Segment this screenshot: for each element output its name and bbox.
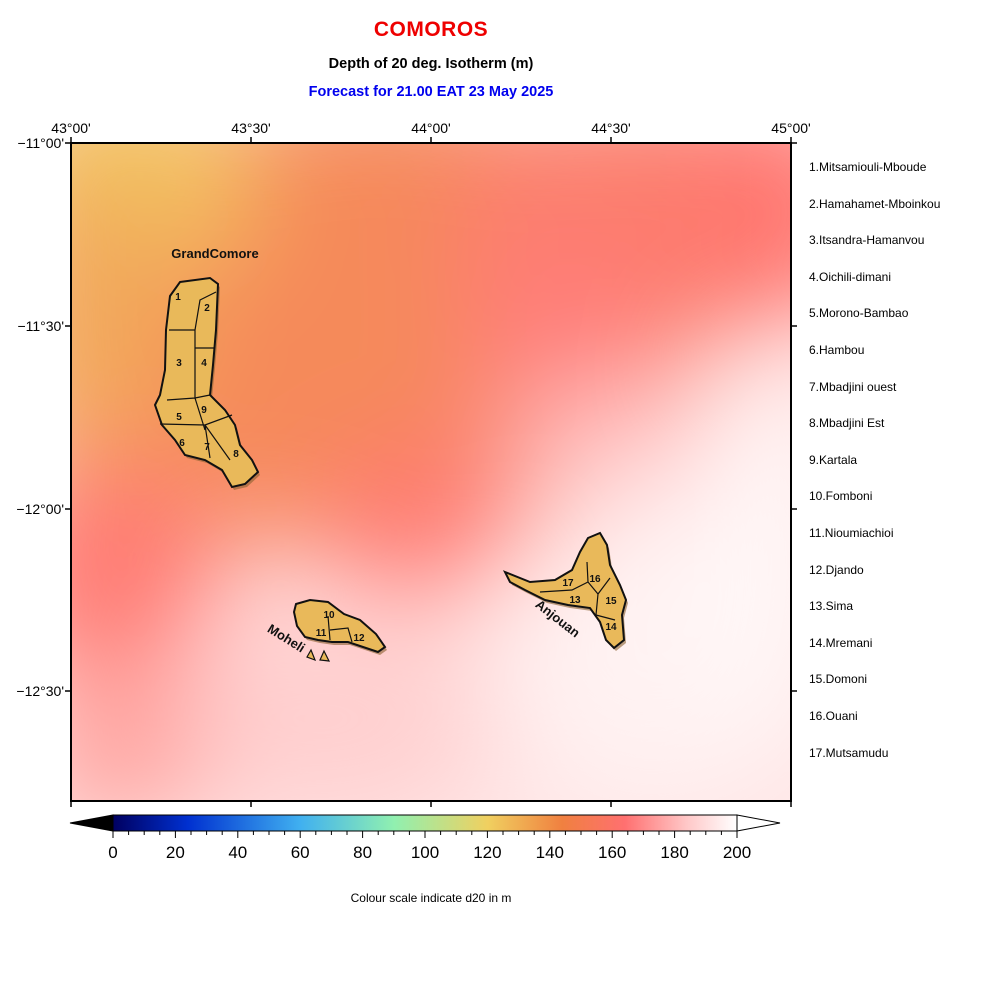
lon-label: 44°00' <box>411 120 451 136</box>
region-number: 1 <box>175 292 181 303</box>
anjouan-boundaries <box>539 561 616 621</box>
legend-item: 10.Fomboni <box>809 489 873 504</box>
island-anjouan <box>502 531 628 651</box>
colorbar-tick-label: 120 <box>473 843 502 862</box>
colorbar-tick-label: 0 <box>108 843 118 862</box>
legend-item: 5.Morono-Bambao <box>809 306 909 321</box>
legend-item: 17.Mutsamudu <box>809 745 889 760</box>
colorbar-underflow-outline <box>69 814 114 832</box>
colorbar <box>69 814 781 838</box>
lon-label: 43°30' <box>231 120 271 136</box>
region-number: 10 <box>323 610 335 621</box>
region-number: 5 <box>176 412 182 423</box>
island-grand-comore <box>153 276 260 490</box>
lat-label: −12°00' <box>16 501 64 517</box>
lon-label: 43°00' <box>51 120 91 136</box>
map-title: COMOROS <box>373 18 489 41</box>
legend-item: 7.Mbadjini ouest <box>809 379 897 394</box>
region-number: 7 <box>204 442 210 453</box>
island-moheli <box>292 598 387 662</box>
region-number: 14 <box>605 622 617 633</box>
legend-item: 16.Ouani <box>809 709 858 723</box>
colorbar-tick-label: 60 <box>290 843 310 862</box>
region-number: 3 <box>176 358 182 369</box>
lat-label: −12°30' <box>16 683 64 699</box>
axis-ticks <box>65 137 797 807</box>
region-number: 6 <box>179 438 185 449</box>
grand-comore-boundaries <box>159 291 233 461</box>
region-number: 13 <box>569 595 581 606</box>
region-number: 9 <box>201 405 207 416</box>
region-number: 16 <box>589 574 601 585</box>
lat-label: −11°00' <box>17 135 64 151</box>
legend-item: 13.Sima <box>809 599 854 614</box>
legend-item: 14.Mremani <box>809 635 873 650</box>
legend-item: 4.Oichili-dimani <box>809 269 892 284</box>
d20-field <box>71 143 791 801</box>
colorbar-tick-label: 160 <box>598 843 627 862</box>
lon-label: 44°30' <box>591 120 631 136</box>
moheli-islets <box>306 648 331 662</box>
colorbar-tick-label: 80 <box>353 843 373 862</box>
colorbar-caption: Colour scale indicate d20 in m <box>350 891 512 905</box>
island-name-grand-comore: GrandComore <box>171 246 258 261</box>
colorbar-tick-label: 40 <box>228 843 248 862</box>
region-number: 17 <box>562 578 574 589</box>
colorbar-tick-label: 20 <box>165 843 185 862</box>
region-number: 2 <box>204 303 210 314</box>
legend-item: 6.Hambou <box>809 343 865 357</box>
lat-label: −11°30' <box>17 318 64 334</box>
legend-item: 3.Itsandra-Hamanvou <box>809 233 925 248</box>
region-numbers: 1 2 3 4 5 9 6 7 8 10 11 12 13 14 15 16 1… <box>175 292 617 644</box>
colorbar-tick-label: 200 <box>722 843 752 862</box>
colorbar-tick-label: 100 <box>410 843 440 862</box>
legend-item: 1.Mitsamiouli-Mboude <box>809 160 927 174</box>
moheli-boundaries <box>327 615 353 643</box>
legend-item: 8.Mbadjini Est <box>809 416 885 431</box>
region-number: 4 <box>201 358 207 369</box>
lon-label: 45°00' <box>771 120 811 136</box>
region-number: 8 <box>233 449 239 460</box>
legend-item: 9.Kartala <box>809 452 858 467</box>
region-number: 11 <box>316 628 327 639</box>
legend-item: 15.Domoni <box>809 672 868 687</box>
legend-item: 12.Djando <box>809 562 864 577</box>
colorbar-tick-label: 140 <box>535 843 564 862</box>
colorbar-gradient <box>112 814 738 832</box>
colorbar-overflow-triangle <box>736 814 781 832</box>
region-number: 15 <box>605 596 617 607</box>
map-subtitle: Depth of 20 deg. Isotherm (m) <box>328 56 534 72</box>
forecast-time: Forecast for 21.00 EAT 23 May 2025 <box>308 84 554 100</box>
region-number: 12 <box>353 633 365 644</box>
moheli-land <box>292 598 387 654</box>
colorbar-underflow-triangle <box>70 815 113 831</box>
legend-item: 2.Hamahamet-Mboinkou <box>809 196 941 211</box>
colorbar-tick-label: 180 <box>660 843 689 862</box>
legend-item: 11.Nioumiachioi <box>809 526 894 540</box>
